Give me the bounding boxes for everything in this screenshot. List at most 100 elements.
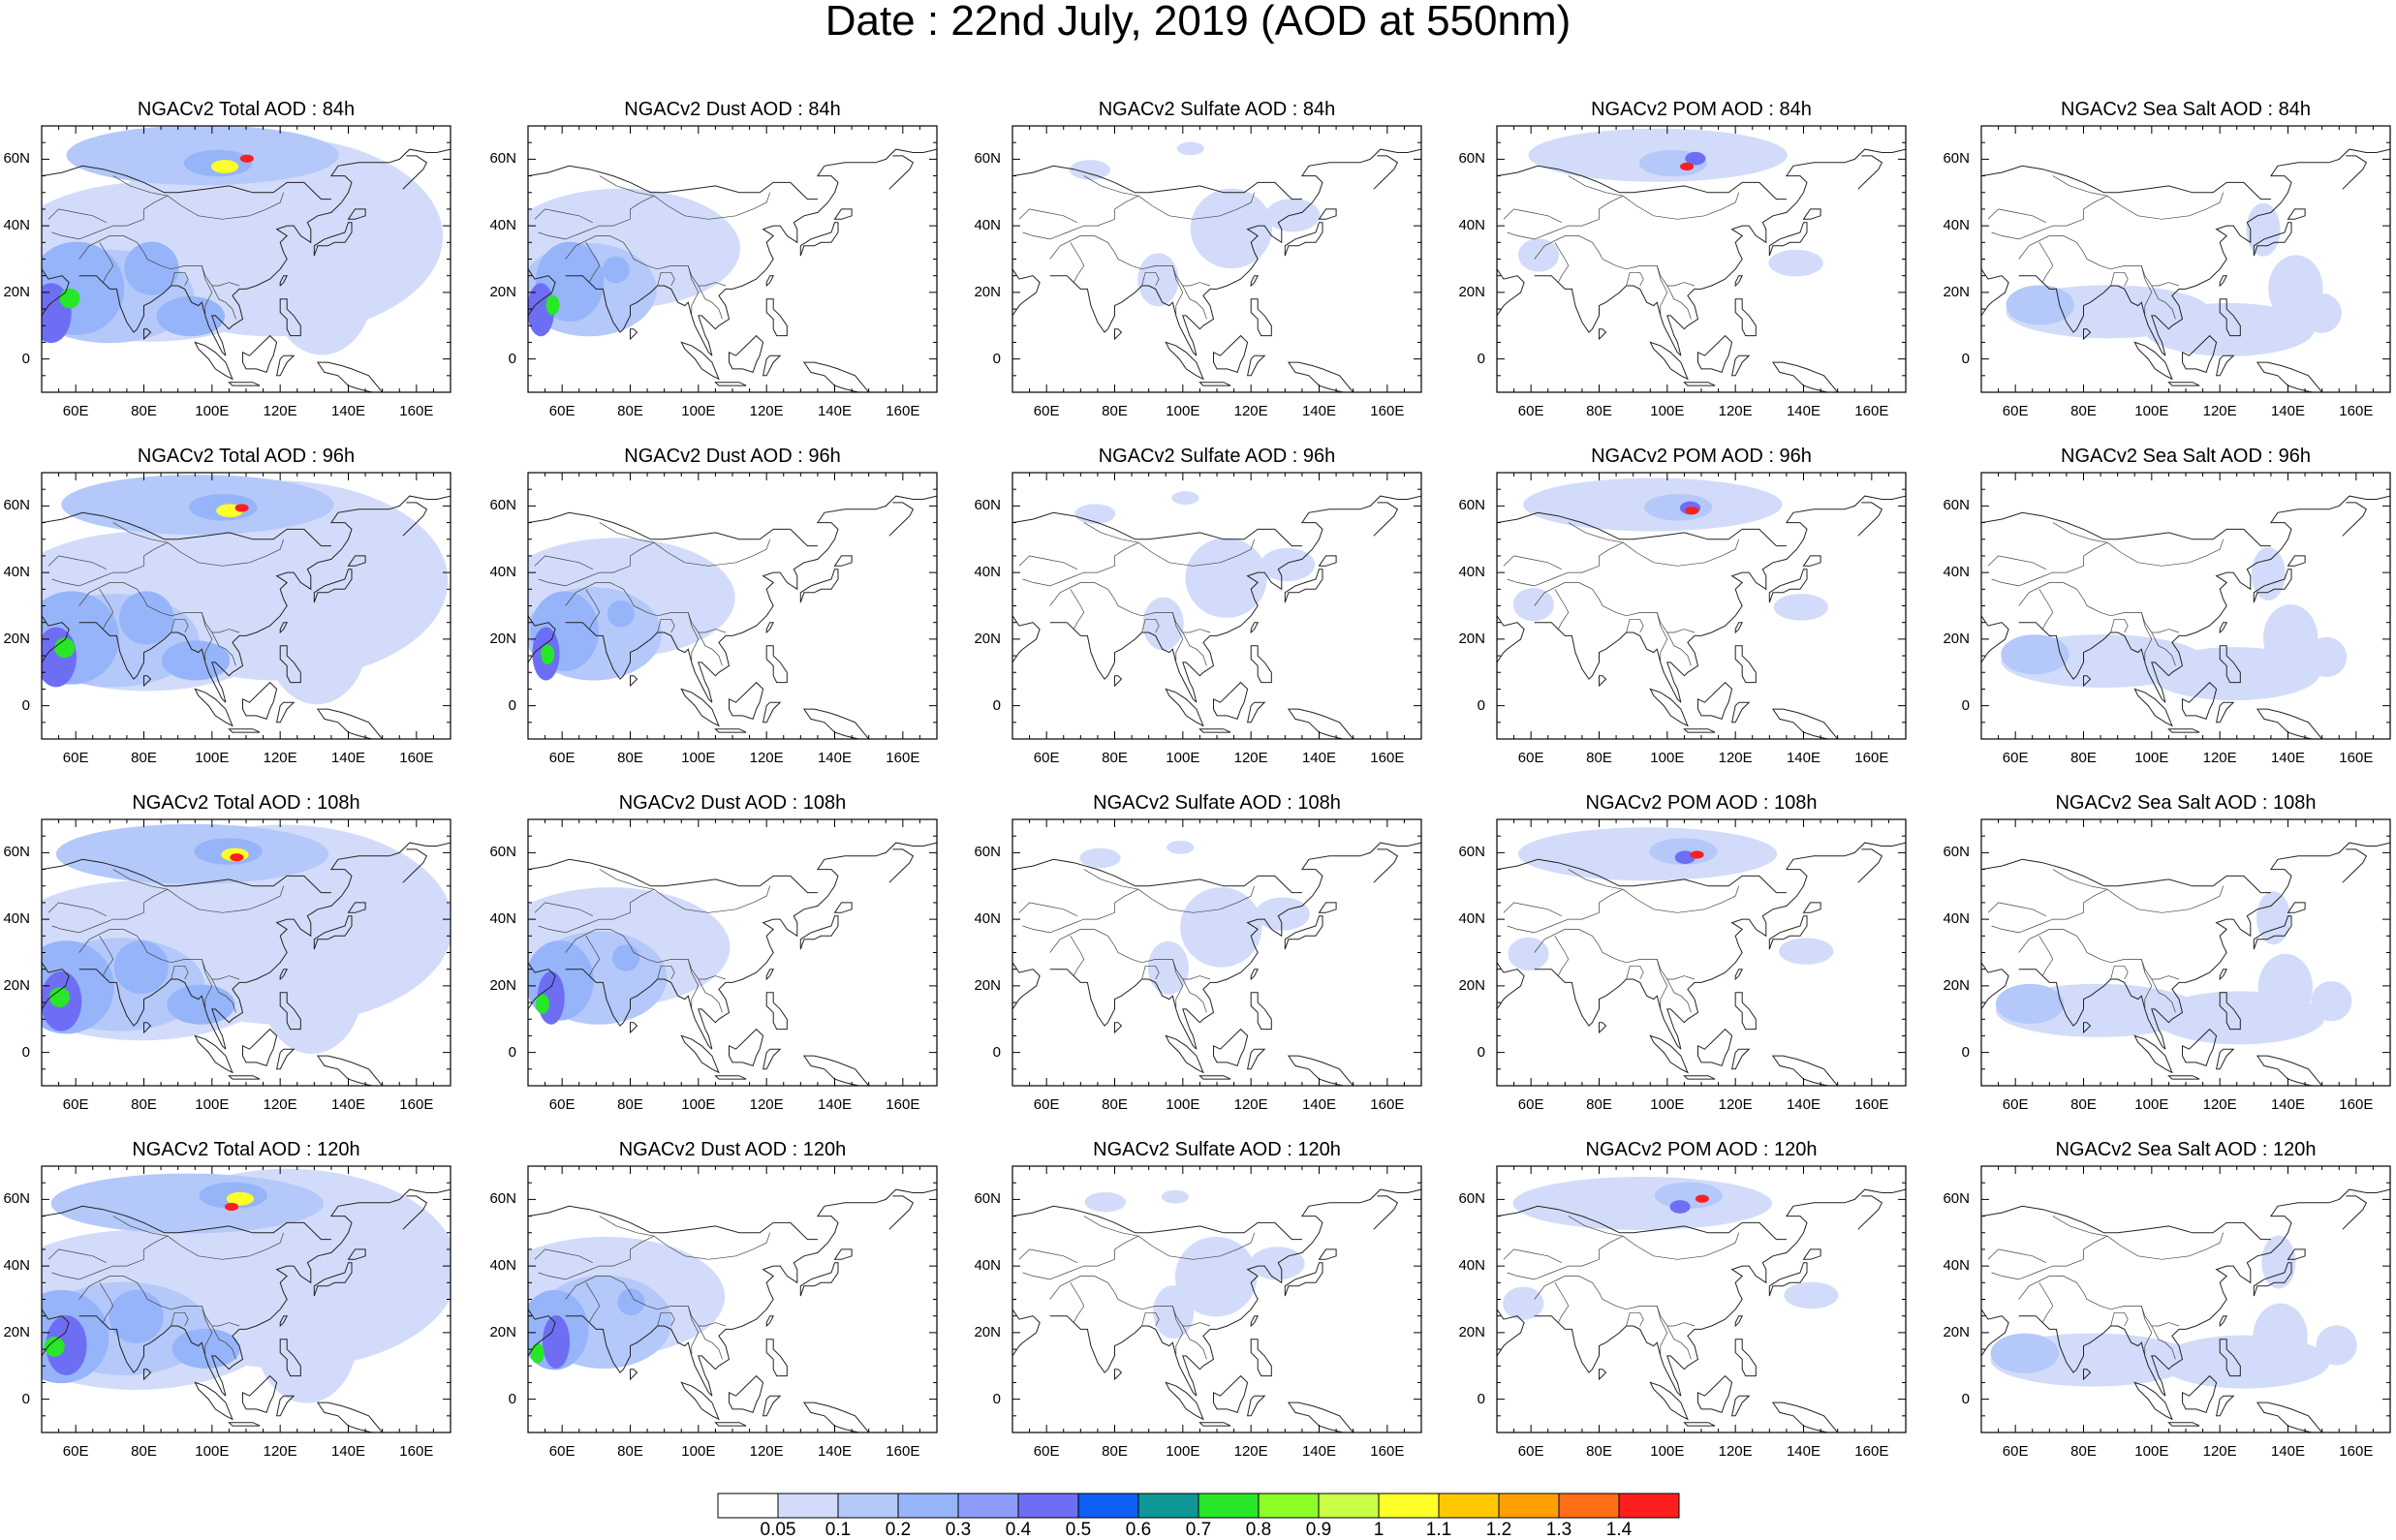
aod-field — [1137, 253, 1179, 307]
country-border — [534, 555, 593, 570]
aod-field — [1153, 1285, 1195, 1340]
lon-tick-label: 120E — [749, 403, 784, 419]
coastline — [1250, 622, 1260, 634]
lon-tick-label: 140E — [330, 1443, 366, 1460]
lon-tick-label: 140E — [1786, 1096, 1821, 1113]
aod-field — [270, 222, 373, 355]
aod-field — [1171, 491, 1199, 505]
coastline — [2215, 354, 2235, 377]
coastline — [211, 148, 451, 356]
country-border — [2038, 242, 2054, 283]
map-panel — [1011, 818, 1422, 1087]
coastline — [279, 1339, 301, 1377]
coastline — [1534, 622, 1682, 703]
aod-field — [535, 994, 549, 1014]
aod-field — [210, 160, 239, 173]
aod-field — [2311, 981, 2352, 1022]
lat-tick-label: 20N — [1943, 976, 1970, 994]
lon-tick-label: 120E — [749, 750, 784, 766]
lat-tick-label: 40N — [3, 217, 30, 234]
lat-tick-label: 20N — [3, 630, 30, 647]
coastline — [402, 502, 428, 537]
coastline — [2151, 148, 2390, 356]
lon-tick-label: 140E — [330, 403, 366, 419]
coastline — [1182, 148, 1421, 356]
coastline — [2167, 1422, 2200, 1427]
coastline — [565, 275, 713, 356]
lon-tick-label: 160E — [2339, 750, 2374, 766]
coastline — [1114, 675, 1123, 688]
coastline — [765, 969, 775, 981]
country-border — [1656, 612, 1668, 662]
panel-title: NGACv2 Sulfate AOD : 96h — [1098, 446, 1336, 467]
country-border — [599, 1216, 655, 1237]
coastline — [1730, 1395, 1751, 1417]
country-border — [534, 1248, 593, 1264]
aod-field — [2263, 604, 2318, 671]
aod-field — [1674, 850, 1696, 865]
lon-tick-label: 60E — [1033, 1096, 1060, 1113]
lon-tick-label: 140E — [1301, 1096, 1337, 1113]
coastline — [1373, 1195, 1399, 1230]
aod-field — [1190, 188, 1273, 269]
lon-tick-label: 140E — [330, 1096, 366, 1113]
lon-tick-label: 100E — [1650, 1096, 1685, 1113]
coastline — [2256, 1055, 2323, 1086]
country-border — [2052, 869, 2108, 890]
lon-tick-label: 120E — [749, 1443, 784, 1460]
coastline — [42, 858, 331, 894]
lat-tick-label: 40N — [1943, 910, 1970, 928]
coastline — [1649, 688, 1689, 727]
coastline — [729, 334, 764, 374]
colorbar-label: 1.2 — [1485, 1520, 1512, 1540]
lon-tick-label: 120E — [2202, 1096, 2237, 1113]
coastline — [78, 969, 227, 1050]
coastline — [565, 969, 713, 1050]
coastline — [313, 222, 353, 257]
coastline — [1012, 962, 1041, 1010]
coastline — [1213, 1028, 1249, 1067]
country-border — [538, 885, 771, 934]
country-border — [534, 902, 593, 917]
country-border — [687, 959, 700, 1009]
country-border — [1141, 271, 1160, 287]
coastline — [1250, 275, 1260, 288]
colorbar-swatch — [1498, 1493, 1560, 1519]
lon-tick-label: 160E — [1854, 1096, 1889, 1113]
coastline — [2219, 992, 2241, 1031]
country-border — [112, 1216, 169, 1237]
country-border — [687, 1306, 700, 1356]
coastline — [1534, 275, 1682, 356]
country-border — [1568, 175, 1624, 197]
map-panel — [1496, 472, 1907, 740]
coastline — [2342, 502, 2368, 537]
country-border — [1083, 522, 1139, 543]
country-border — [585, 242, 601, 283]
coastline — [1857, 1195, 1883, 1230]
coastline — [42, 511, 331, 547]
country-border — [171, 271, 189, 287]
colorbar-label: 0.1 — [825, 1520, 852, 1540]
country-border — [1182, 978, 1207, 1013]
coastline — [565, 1315, 713, 1397]
lat-tick-label: 40N — [3, 564, 30, 581]
country-border — [51, 885, 285, 934]
coastline — [1771, 1401, 1839, 1432]
lon-tick-label: 140E — [1301, 1443, 1337, 1460]
aod-field — [541, 644, 555, 664]
country-border — [1049, 582, 1211, 633]
coastline — [2083, 675, 2092, 688]
lat-tick-label: 0 — [992, 1390, 1001, 1407]
coastline — [833, 1248, 853, 1260]
lat-tick-label: 20N — [1943, 1323, 1970, 1340]
coastline — [799, 915, 839, 950]
colorbar-swatch — [1378, 1493, 1440, 1519]
coastline — [1012, 1205, 1302, 1241]
aod-field — [2143, 302, 2315, 356]
colorbar-label: 0.7 — [1185, 1520, 1212, 1540]
lon-tick-label: 120E — [1718, 1096, 1753, 1113]
coastline — [1768, 915, 1808, 950]
lon-tick-label: 100E — [681, 403, 716, 419]
lon-tick-label: 80E — [1586, 1096, 1612, 1113]
lat-tick-label: 20N — [1943, 283, 1970, 300]
